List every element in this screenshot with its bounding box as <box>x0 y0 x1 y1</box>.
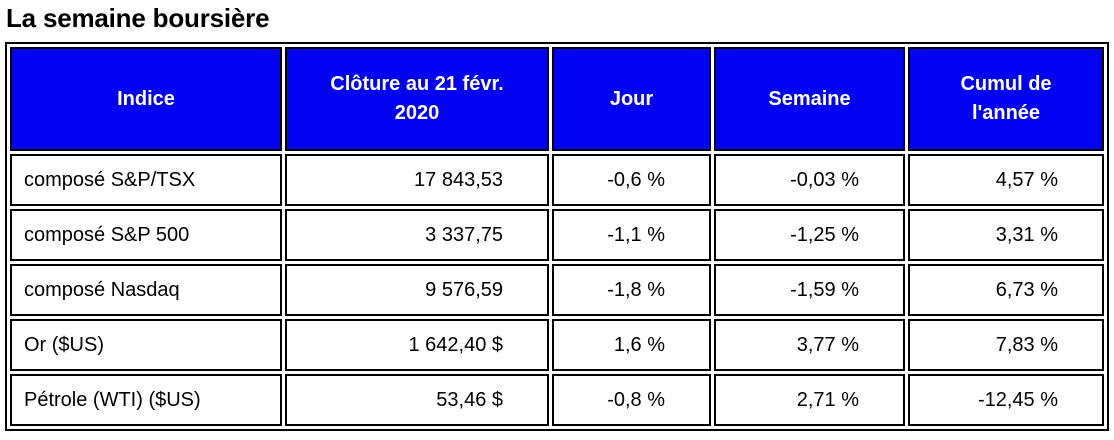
page-title: La semaine boursière <box>6 3 270 33</box>
header-cell-cloture: Clôture au 21 févr. 2020 <box>285 47 549 152</box>
cell-semaine: -1,59 % <box>714 264 905 317</box>
cell-cloture: 9 576,59 <box>285 264 549 317</box>
market-week-table: Indice Clôture au 21 févr. 2020 Jour Sem… <box>5 42 1109 432</box>
cell-indice: composé Nasdaq <box>10 264 282 317</box>
header-cell-cumul: Cumul de l'année <box>908 47 1104 152</box>
table-row: Or ($US) 1 642,40 $ 1,6 % 3,77 % 7,83 % <box>10 319 1104 372</box>
cell-indice: Or ($US) <box>10 319 282 372</box>
cell-indice: Pétrole (WTI) ($US) <box>10 374 282 427</box>
table-row: composé S&P/TSX 17 843,53 -0,6 % -0,03 %… <box>10 154 1104 207</box>
header-cell-indice: Indice <box>10 47 282 152</box>
cell-semaine: 3,77 % <box>714 319 905 372</box>
table-row: composé Nasdaq 9 576,59 -1,8 % -1,59 % 6… <box>10 264 1104 317</box>
header-row: Indice Clôture au 21 févr. 2020 Jour Sem… <box>10 47 1104 152</box>
cell-jour: -0,6 % <box>552 154 711 207</box>
cell-semaine: -0,03 % <box>714 154 905 207</box>
cell-cumul: -12,45 % <box>908 374 1104 427</box>
cell-cumul: 4,57 % <box>908 154 1104 207</box>
table-row: composé S&P 500 3 337,75 -1,1 % -1,25 % … <box>10 209 1104 262</box>
header-cell-semaine: Semaine <box>714 47 905 152</box>
cell-cumul: 3,31 % <box>908 209 1104 262</box>
cell-jour: 1,6 % <box>552 319 711 372</box>
cell-cloture: 1 642,40 $ <box>285 319 549 372</box>
cell-indice: composé S&P 500 <box>10 209 282 262</box>
cell-semaine: -1,25 % <box>714 209 905 262</box>
cell-cloture: 17 843,53 <box>285 154 549 207</box>
cell-cumul: 7,83 % <box>908 319 1104 372</box>
header-cell-jour: Jour <box>552 47 711 152</box>
cell-cumul: 6,73 % <box>908 264 1104 317</box>
cell-jour: -1,8 % <box>552 264 711 317</box>
cell-jour: -0,8 % <box>552 374 711 427</box>
cell-semaine: 2,71 % <box>714 374 905 427</box>
page: La semaine boursière Indice Clôture au 2… <box>5 3 1109 432</box>
cell-cloture: 53,46 $ <box>285 374 549 427</box>
cell-jour: -1,1 % <box>552 209 711 262</box>
table-row: Pétrole (WTI) ($US) 53,46 $ -0,8 % 2,71 … <box>10 374 1104 427</box>
cell-cloture: 3 337,75 <box>285 209 549 262</box>
cell-indice: composé S&P/TSX <box>10 154 282 207</box>
